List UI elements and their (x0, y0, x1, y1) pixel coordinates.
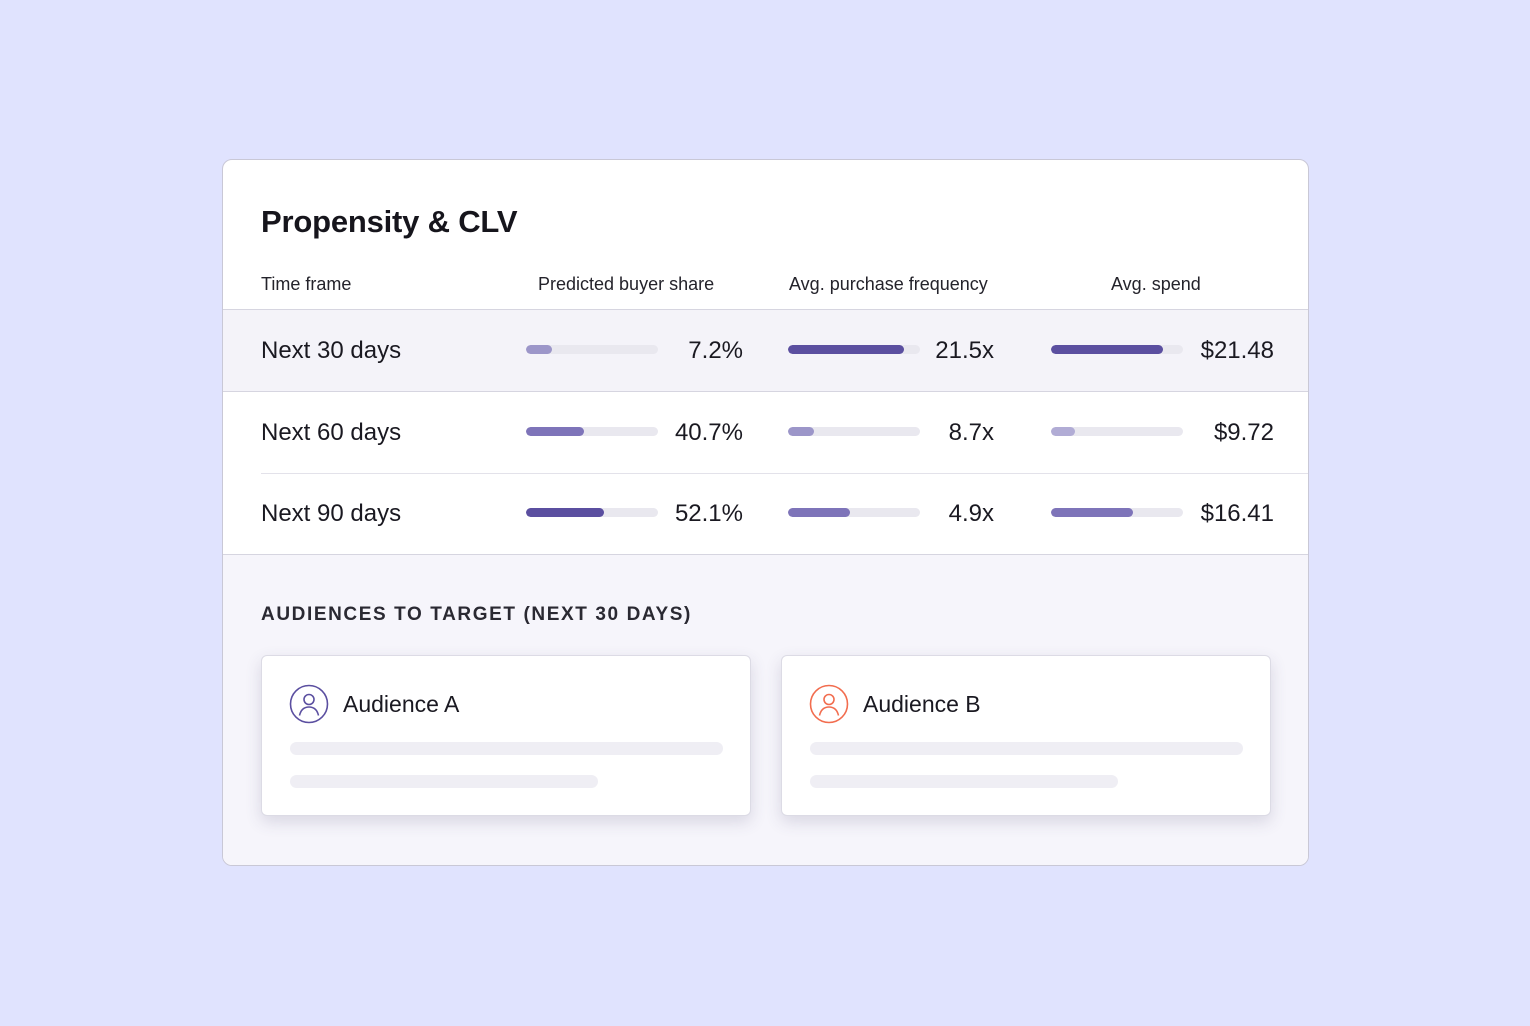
column-header-time-frame: Time frame (261, 274, 352, 294)
placeholder-line (810, 742, 1243, 755)
purchase-frequency-bar-fill (788, 345, 905, 354)
placeholder-line (290, 775, 598, 788)
buyer-share-value: 7.2% (688, 337, 743, 364)
column-header-buyer-share: Predicted buyer share (538, 274, 715, 294)
audience-name: Audience A (343, 691, 460, 717)
time-frame-label: Next 60 days (261, 419, 402, 446)
audience-card-a[interactable]: Audience A (261, 655, 751, 816)
avg-spend-bar (1051, 427, 1183, 436)
avg-spend-value: $9.72 (1213, 419, 1274, 446)
panel-title: Propensity & CLV (261, 204, 518, 239)
avg-spend-bar (1051, 345, 1183, 354)
buyer-share-bar-fill (526, 508, 604, 517)
purchase-frequency-value: 4.9x (948, 500, 994, 527)
purchase-frequency-value: 21.5x (935, 337, 994, 364)
buyer-share-bar-fill (526, 427, 585, 436)
column-header-avg-spend: Avg. spend (1111, 274, 1201, 294)
buyer-share-bar (526, 508, 658, 517)
audience-name: Audience B (863, 691, 981, 717)
avg-spend-value: $16.41 (1200, 500, 1274, 527)
table-row[interactable]: Next 30 days 7.2% 21.5x $21.48 (223, 310, 1308, 392)
avg-spend-bar (1051, 508, 1183, 517)
purchase-frequency-bar (788, 345, 920, 354)
purchase-frequency-bar-fill (788, 427, 815, 436)
buyer-share-bar (526, 345, 658, 354)
audience-card-b[interactable]: Audience B (781, 655, 1271, 816)
header-divider (223, 309, 1308, 310)
row-divider (261, 473, 1308, 474)
avg-spend-bar-fill (1051, 427, 1075, 436)
purchase-frequency-bar (788, 427, 920, 436)
placeholder-line (290, 742, 723, 755)
avg-spend-value: $21.48 (1200, 337, 1274, 364)
user-icon (809, 684, 849, 724)
purchase-frequency-bar-fill (788, 508, 851, 517)
user-icon (289, 684, 329, 724)
purchase-frequency-bar (788, 508, 920, 517)
buyer-share-value: 52.1% (674, 500, 743, 527)
time-frame-label: Next 30 days (261, 337, 402, 364)
column-header-purchase-frequency: Avg. purchase frequency (789, 274, 988, 294)
buyer-share-value: 40.7% (674, 419, 743, 446)
avg-spend-bar-fill (1051, 345, 1164, 354)
buyer-share-bar (526, 427, 658, 436)
buyer-share-bar-fill (526, 345, 553, 354)
purchase-frequency-value: 8.7x (948, 419, 994, 446)
table-row[interactable]: Next 60 days 40.7% 8.7x $9.72 (223, 392, 1308, 473)
table-row[interactable]: Next 90 days 52.1% 4.9x $16.41 (223, 473, 1308, 554)
audiences-section: AUDIENCES TO TARGET (NEXT 30 DAYS) Audie… (223, 554, 1308, 865)
avg-spend-bar-fill (1051, 508, 1133, 517)
placeholder-line (810, 775, 1118, 788)
propensity-clv-panel: Propensity & CLV Time frame Predicted bu… (222, 159, 1309, 866)
audiences-title: AUDIENCES TO TARGET (NEXT 30 DAYS) (261, 604, 692, 625)
time-frame-label: Next 90 days (261, 500, 402, 527)
